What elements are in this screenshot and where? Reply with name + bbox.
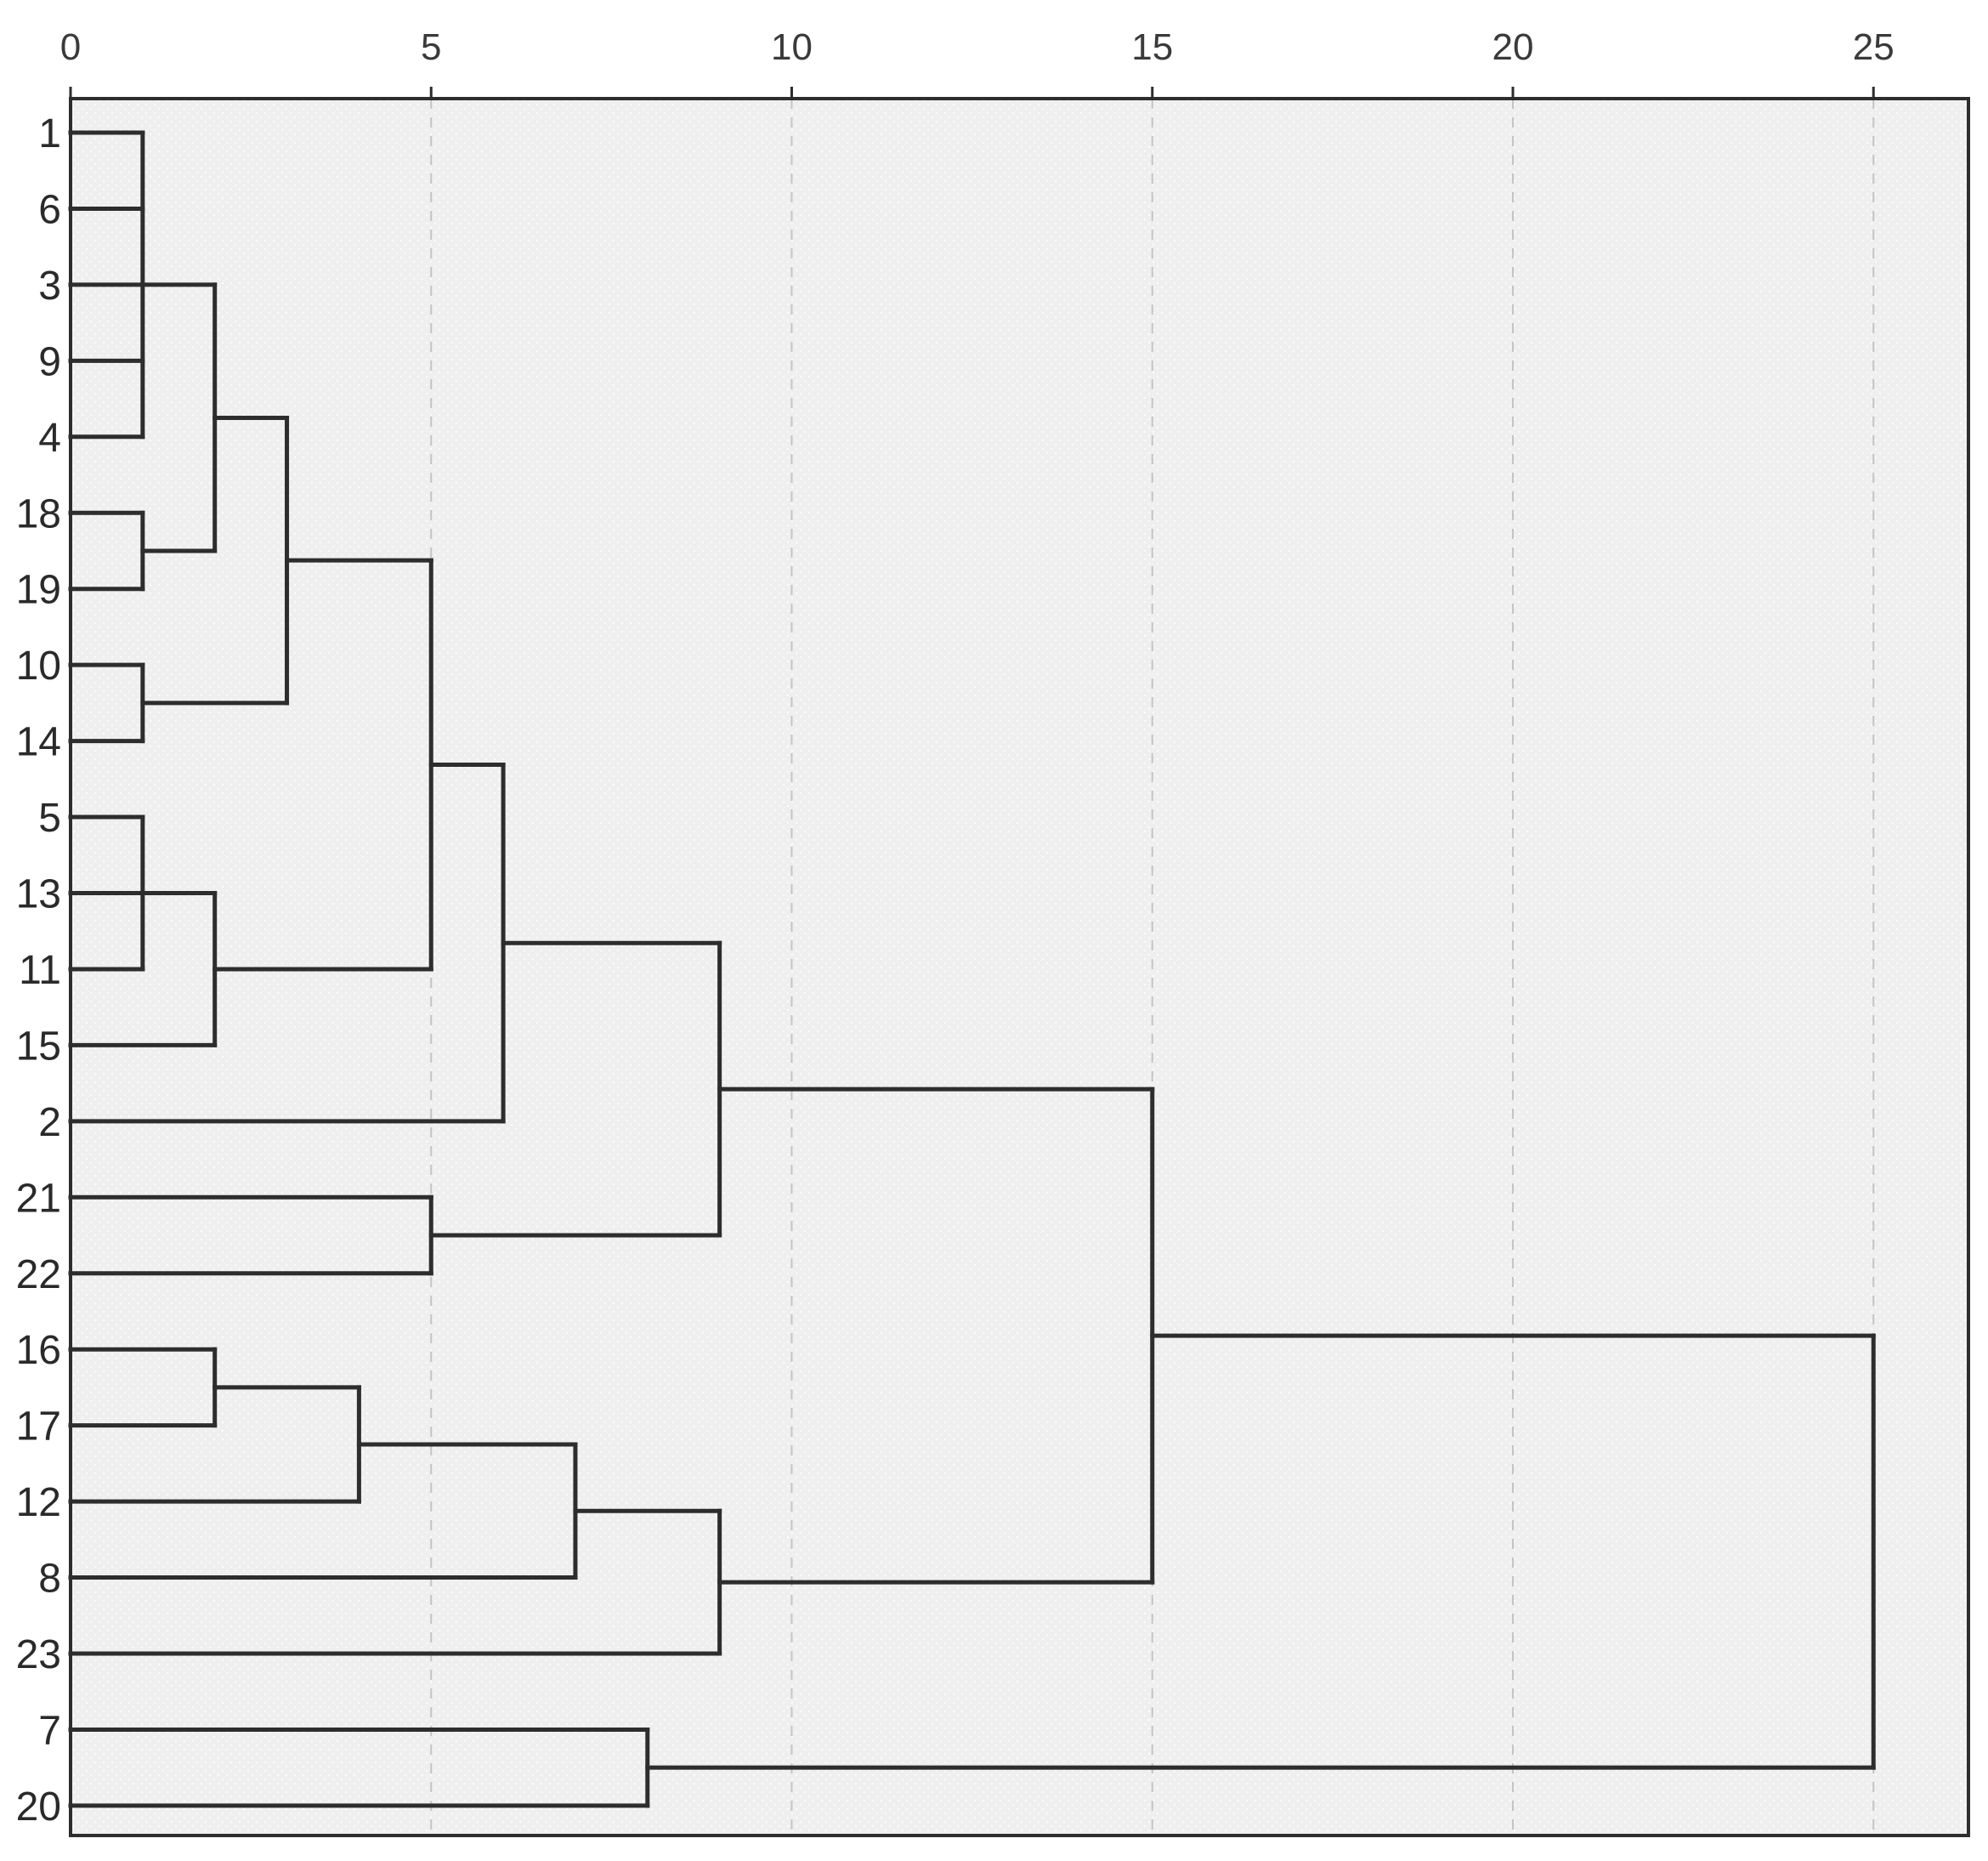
leaf-label: 10 <box>16 644 61 689</box>
leaf-label: 21 <box>16 1176 61 1221</box>
leaf-label: 5 <box>38 796 61 841</box>
leaf-label: 1 <box>38 111 61 156</box>
x-tick-label: 0 <box>60 26 81 68</box>
x-tick-label: 15 <box>1131 26 1173 68</box>
leaf-label: 14 <box>16 720 61 765</box>
dendrogram-links <box>68 130 1876 1808</box>
leaf-label: 13 <box>16 872 61 917</box>
x-axis-top: 0 5 10 15 20 25 <box>60 26 1968 100</box>
leaf-label: 2 <box>38 1100 61 1145</box>
x-tick-label: 25 <box>1853 26 1895 68</box>
leaf-label: 17 <box>16 1404 61 1450</box>
leaf-label: 20 <box>16 1784 61 1830</box>
leaf-label: 19 <box>16 568 61 613</box>
leaf-label: 16 <box>16 1328 61 1373</box>
leaf-label: 11 <box>19 948 61 993</box>
leaf-label: 9 <box>38 339 61 384</box>
leaf-label: 23 <box>16 1632 61 1677</box>
x-tick-label: 20 <box>1492 26 1534 68</box>
leaf-label: 22 <box>16 1252 61 1297</box>
leaf-label: 6 <box>38 187 61 232</box>
leaf-label: 3 <box>38 264 61 309</box>
x-tick-label: 10 <box>771 26 813 68</box>
leaf-label: 18 <box>16 491 61 536</box>
leaf-label: 4 <box>38 416 61 461</box>
leaf-label: 15 <box>16 1024 61 1069</box>
leaf-label: 7 <box>38 1708 61 1753</box>
leaf-label: 12 <box>16 1480 61 1525</box>
x-tick-label: 5 <box>421 26 441 68</box>
leaf-label: 8 <box>38 1557 61 1602</box>
